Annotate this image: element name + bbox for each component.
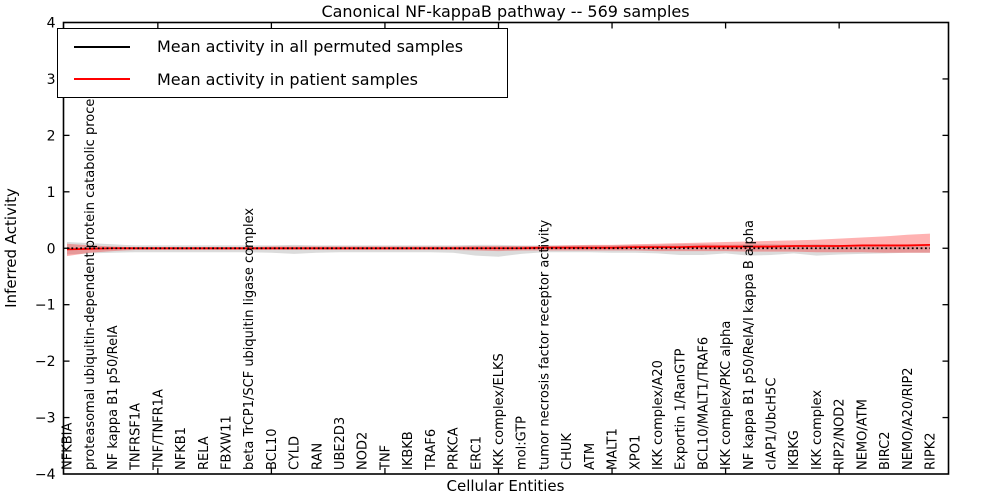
y-axis-title: Inferred Activity bbox=[2, 188, 20, 308]
y-tick-label: −3 bbox=[35, 411, 56, 427]
y-tick-label: 3 bbox=[47, 72, 56, 88]
x-category-label: IKK complex/PKC alpha bbox=[719, 321, 734, 470]
x-category-label: NF kappa B1 p50/RelA bbox=[106, 325, 121, 470]
y-tick-label: −1 bbox=[35, 298, 56, 314]
x-category-label: BCL10 bbox=[265, 428, 280, 470]
x-category-label: NEMO/ATM bbox=[855, 399, 870, 470]
legend-item-permuted: Mean activity in all permuted samples bbox=[58, 32, 507, 62]
x-category-label: TNF bbox=[378, 445, 393, 471]
x-axis-title: Cellular Entities bbox=[446, 477, 565, 495]
x-category-label: RIP2/NOD2 bbox=[833, 398, 848, 470]
x-category-label: ATM bbox=[583, 443, 598, 470]
y-tick-label: 2 bbox=[47, 128, 56, 144]
x-category-label: BIRC2 bbox=[878, 432, 893, 471]
x-category-label: XPO1 bbox=[628, 435, 643, 470]
x-category-label: tumor necrosis factor receptor activity bbox=[537, 219, 552, 470]
x-category-label: CYLD bbox=[288, 436, 303, 470]
x-category-label: IKK complex/A20 bbox=[651, 360, 666, 470]
x-category-label: FBXW11 bbox=[219, 415, 234, 470]
x-category-label: PRKCA bbox=[447, 427, 462, 470]
x-category-label: beta TrCP1/SCF ubiquitin ligase complex bbox=[242, 208, 257, 470]
y-tick-label: 0 bbox=[47, 241, 56, 257]
legend-label-permuted: Mean activity in all permuted samples bbox=[157, 37, 464, 57]
x-category-label: UBE2D3 bbox=[333, 417, 348, 470]
x-category-label: CHUK bbox=[560, 433, 575, 470]
x-category-label: cIAP1/UbcH5C bbox=[765, 378, 780, 470]
y-tick-label: −4 bbox=[35, 467, 56, 483]
x-category-label: RELA bbox=[197, 436, 212, 470]
x-category-label: NEMO/A20/RIP2 bbox=[901, 367, 916, 470]
x-category-label: IKK complex bbox=[810, 390, 825, 470]
x-category-label: MALT1 bbox=[606, 428, 621, 470]
x-category-label: RAN bbox=[310, 443, 325, 470]
x-category-label: NF kappa B1 p50/RelA/I kappa B alpha bbox=[742, 220, 757, 470]
x-category-label: RIPK2 bbox=[923, 432, 938, 470]
chart-title: Canonical NF-kappaB pathway -- 569 sampl… bbox=[321, 2, 690, 21]
x-category-label: TNF/TNFR1A bbox=[151, 389, 166, 471]
x-category-label: IKBKB bbox=[401, 431, 416, 470]
x-category-label: IKBKG bbox=[787, 430, 802, 470]
x-category-label: IKK complex/ELKS bbox=[492, 353, 507, 470]
legend-label-patient: Mean activity in patient samples bbox=[157, 69, 418, 89]
x-category-label: ERC1 bbox=[469, 436, 484, 470]
x-category-label: mol:GTP bbox=[515, 416, 530, 470]
x-category-label: Exportin 1/RanGTP bbox=[674, 348, 689, 470]
permuted-line-sample-icon bbox=[74, 45, 130, 48]
x-category-label: BCL10/MALT1/TRAF6 bbox=[696, 337, 711, 470]
x-category-label: NFKBIA bbox=[61, 423, 76, 470]
x-category-label: proteasomal ubiquitin-dependent protein … bbox=[83, 85, 98, 470]
x-category-label: TRAF6 bbox=[424, 429, 439, 471]
patient-line-sample-icon bbox=[74, 78, 130, 81]
x-category-label: NFKB1 bbox=[174, 427, 189, 470]
legend-box: Mean activity in all permuted samples Me… bbox=[57, 28, 508, 98]
patient-std-band bbox=[67, 233, 930, 257]
y-tick-label: −2 bbox=[35, 354, 56, 370]
y-tick-label: 1 bbox=[47, 185, 56, 201]
y-tick-label: 4 bbox=[47, 16, 56, 32]
x-category-label: TNFRSF1A bbox=[129, 403, 144, 471]
x-category-label: NOD2 bbox=[356, 432, 371, 470]
legend-item-patient: Mean activity in patient samples bbox=[58, 64, 507, 94]
